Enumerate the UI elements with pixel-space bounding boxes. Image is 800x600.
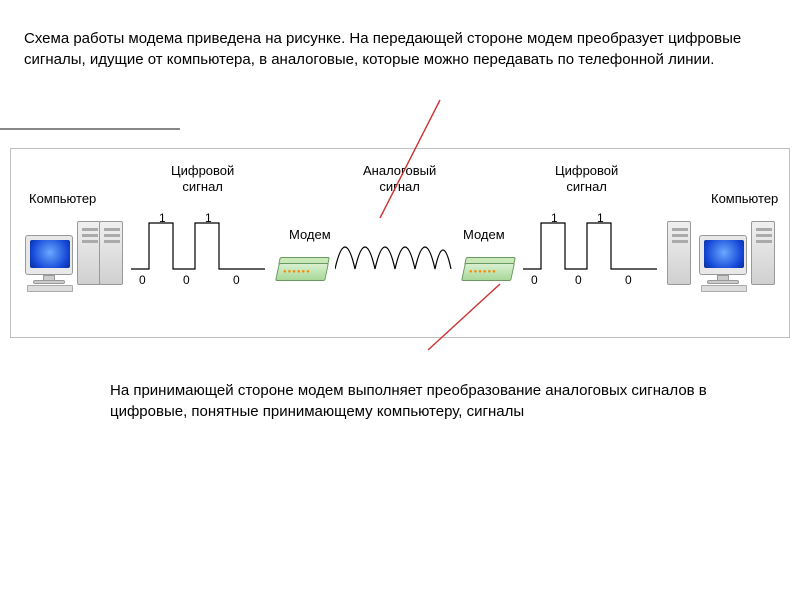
bit-1-d: 1 [597,211,604,225]
bit-0-f: 0 [625,273,632,287]
analog-signal-icon [335,221,455,281]
description-bottom: На принимающей стороне модем выполняет п… [110,380,776,422]
tower-right-icon [667,217,695,292]
label-computer-right: Компьютер [711,191,778,207]
bit-0-c: 0 [233,273,240,287]
computer-left-icon [25,217,105,292]
bit-1-c: 1 [551,211,558,225]
tower-left-icon [99,217,127,292]
label-analog-signal: Аналоговый сигнал [363,163,436,194]
computer-right-icon [699,217,779,292]
digital-signal-right-icon [523,209,663,289]
label-computer-left: Компьютер [29,191,96,207]
digital-signal-left-icon [131,209,271,289]
bit-1-a: 1 [159,211,166,225]
modem-left-icon: ●●●●●● [273,257,331,287]
bit-0-a: 0 [139,273,146,287]
label-digital-signal-left: Цифровой сигнал [171,163,234,194]
label-digital-signal-right: Цифровой сигнал [555,163,618,194]
modem-diagram: Компьютер Цифровой сигнал Модем Аналогов… [10,148,790,338]
label-modem-left: Модем [289,227,331,243]
description-top: Схема работы модема приведена на рисунке… [24,28,776,70]
bit-0-e: 0 [575,273,582,287]
bit-0-b: 0 [183,273,190,287]
label-modem-right: Модем [463,227,505,243]
modem-right-icon: ●●●●●● [459,257,517,287]
horizontal-rule [0,128,180,130]
bit-1-b: 1 [205,211,212,225]
bit-0-d: 0 [531,273,538,287]
